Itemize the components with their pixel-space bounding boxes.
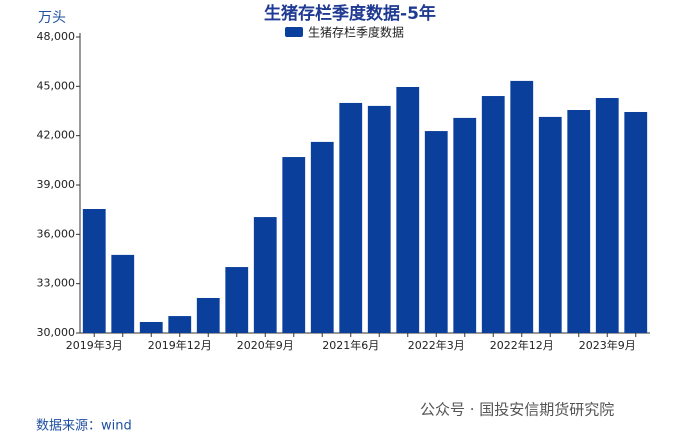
y-tick-label: 30,000	[37, 326, 76, 339]
bar	[367, 105, 391, 333]
bar	[82, 209, 106, 333]
y-tick-label: 48,000	[37, 30, 76, 43]
bar	[282, 157, 306, 333]
legend-label: 生猪存栏季度数据	[308, 25, 404, 40]
chart-title: 生猪存栏季度数据-5年	[264, 3, 436, 24]
bar	[310, 141, 334, 333]
x-tick-label: 2020年9月	[237, 338, 294, 352]
watermark: 公众号 · 国投安信期货研究院	[420, 401, 614, 419]
x-tick-label: 2021年6月	[322, 338, 379, 352]
y-tick-label: 45,000	[37, 79, 76, 92]
y-tick-label: 39,000	[37, 178, 76, 191]
bar	[567, 110, 591, 333]
y-tick-label: 42,000	[37, 129, 76, 142]
bar	[424, 131, 448, 333]
x-tick-label: 2019年3月	[66, 338, 123, 352]
bar	[595, 98, 619, 334]
bar	[253, 217, 277, 333]
bar	[196, 297, 220, 333]
legend-swatch	[285, 27, 303, 37]
bar	[339, 102, 363, 333]
y-tick-label: 33,000	[37, 277, 76, 290]
y-axis-unit: 万头	[38, 10, 66, 26]
source-note: 数据来源：wind	[36, 419, 132, 434]
x-tick-label: 2023年9月	[579, 338, 636, 352]
bar	[396, 86, 420, 333]
bar	[139, 321, 163, 333]
bar	[624, 111, 648, 333]
x-tick-label: 2019年12月	[148, 338, 212, 352]
bar	[453, 117, 477, 333]
bar	[538, 116, 562, 333]
x-tick-label: 2022年3月	[408, 338, 465, 352]
bar	[481, 96, 505, 333]
bar	[510, 80, 534, 333]
y-tick-label: 36,000	[37, 227, 76, 240]
x-tick-label: 2022年12月	[490, 338, 554, 352]
bar	[168, 316, 192, 333]
bar	[225, 267, 249, 333]
bar	[111, 254, 135, 333]
